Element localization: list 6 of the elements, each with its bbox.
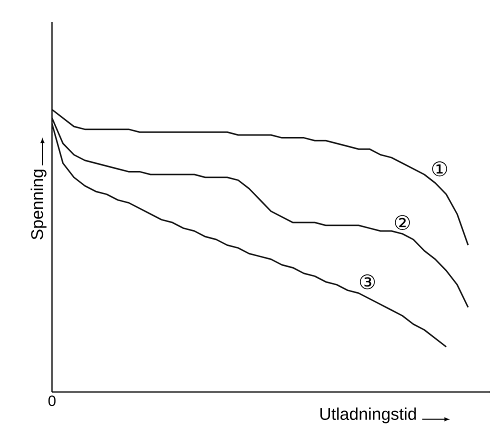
y-axis-title: Spenning <box>30 170 46 240</box>
x-axis-title: Utladningstid <box>320 408 416 424</box>
series-label: ③ <box>360 274 375 290</box>
text: 0 <box>48 396 56 406</box>
series-label: ① <box>432 161 448 176</box>
series-label: ② <box>394 215 410 230</box>
